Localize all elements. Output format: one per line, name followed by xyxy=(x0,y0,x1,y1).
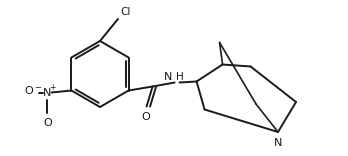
Text: N: N xyxy=(164,71,173,81)
Text: +: + xyxy=(49,83,56,92)
Text: O: O xyxy=(141,112,150,122)
Text: Cl: Cl xyxy=(120,7,130,17)
Text: −: − xyxy=(34,83,41,92)
Text: N: N xyxy=(43,88,52,98)
Text: N: N xyxy=(274,138,282,148)
Text: H: H xyxy=(176,71,183,81)
Text: O: O xyxy=(25,86,33,97)
Text: O: O xyxy=(43,117,52,127)
